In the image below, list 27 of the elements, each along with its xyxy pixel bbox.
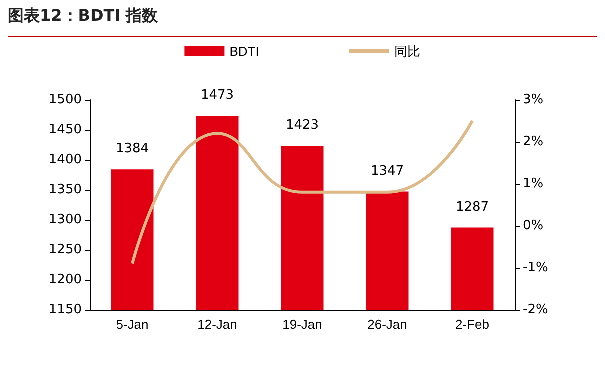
x-tick-label: 2-Feb <box>456 317 490 332</box>
data-label: 1384 <box>116 142 150 157</box>
y-tick-label: 1350 <box>48 182 82 198</box>
x-tick-label: 12-Jan <box>198 317 238 332</box>
y-tick-label: 1200 <box>48 272 82 288</box>
y2-tick-label: 2% <box>523 134 544 150</box>
y2-tick-label: 0% <box>523 218 544 234</box>
data-label: 1287 <box>456 200 490 215</box>
y-tick-label: 1500 <box>48 92 82 108</box>
data-label: 1423 <box>286 118 320 134</box>
y2-tick-label: 3% <box>523 92 544 108</box>
y-tick-label: 1250 <box>48 242 82 258</box>
x-tick-label: 26-Jan <box>368 317 408 332</box>
x-tick-label: 19-Jan <box>282 317 322 332</box>
y-tick-label: 1450 <box>48 122 82 138</box>
x-tick-label: 5-Jan <box>116 317 149 332</box>
data-label: 1473 <box>200 88 234 104</box>
y-tick-label: 1400 <box>48 152 82 168</box>
y-tick-label: 1150 <box>48 302 82 318</box>
legend-label: 同比 <box>394 44 420 59</box>
chart-title: 图表12：BDTI 指数 <box>8 6 158 27</box>
y-tick-label: 1300 <box>48 212 82 228</box>
y2-tick-label: 1% <box>523 176 544 192</box>
y2-tick-label: -2% <box>523 302 548 318</box>
y2-tick-label: -1% <box>523 260 548 276</box>
legend-label: BDTI <box>230 44 260 59</box>
data-label: 1347 <box>370 164 404 179</box>
